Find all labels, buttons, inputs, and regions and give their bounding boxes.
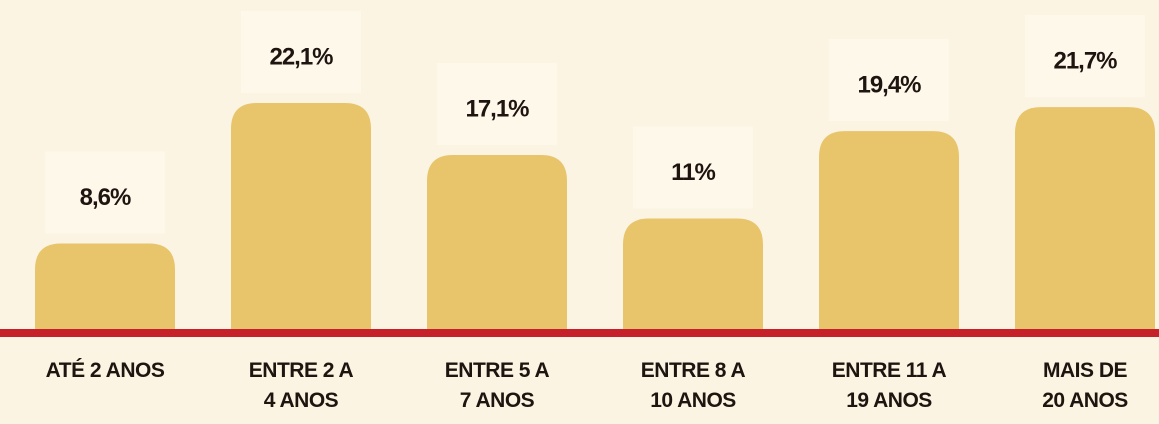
value-label: 21,7% <box>1053 48 1117 75</box>
value-label: 8,6% <box>80 184 131 211</box>
bar <box>819 131 959 333</box>
x-tick-label: MAIS DE 20 ANOS <box>1042 359 1128 412</box>
baseline <box>0 329 1159 337</box>
value-label: 11% <box>671 159 715 186</box>
bar <box>427 155 567 333</box>
value-label: 22,1% <box>269 43 333 70</box>
x-tick-label: ENTRE 5 A 7 ANOS <box>444 359 550 412</box>
bar <box>1015 107 1155 333</box>
label-box <box>45 151 165 234</box>
bar <box>623 218 763 333</box>
label-box <box>1025 15 1145 98</box>
x-tick-label: ENTRE 2 A 4 ANOS <box>248 359 354 412</box>
x-tick-label: ATÉ 2 ANOS <box>45 359 165 382</box>
bar <box>35 243 175 333</box>
label-box <box>241 11 361 93</box>
x-tick-label: ENTRE 8 A 10 ANOS <box>640 359 746 412</box>
value-label: 19,4% <box>857 71 921 98</box>
x-tick-label: ENTRE 11 A 19 ANOS <box>831 359 947 412</box>
label-box <box>633 126 753 209</box>
label-box <box>829 39 949 122</box>
label-box <box>437 63 557 146</box>
bar <box>231 103 371 333</box>
value-label: 17,1% <box>465 95 529 122</box>
